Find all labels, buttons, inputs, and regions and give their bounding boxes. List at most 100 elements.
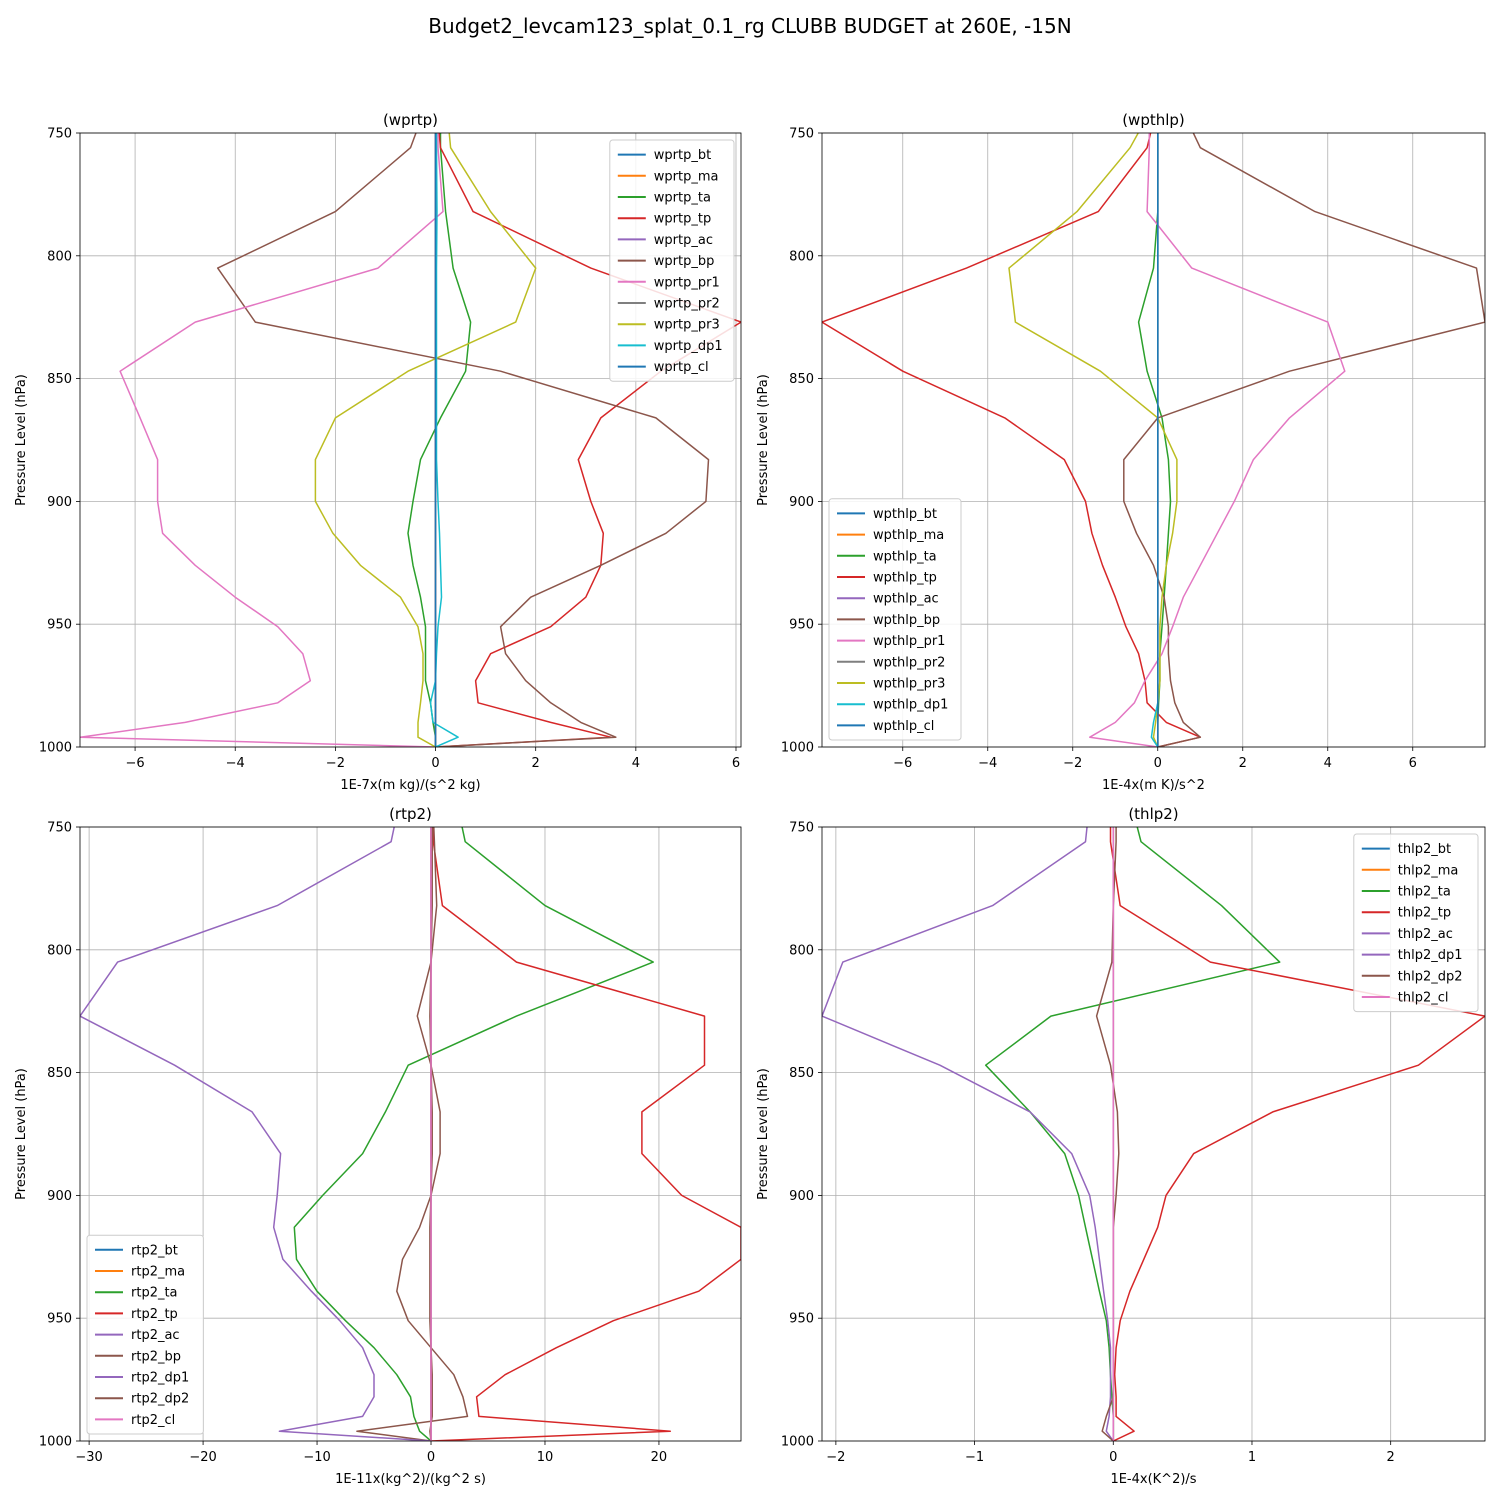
plot-frame — [821, 132, 1486, 748]
series-group — [822, 827, 1485, 1441]
y-tick-label: 750 — [47, 127, 72, 142]
legend-label: wprtp_ma — [654, 169, 719, 184]
series-line-wprtp_dp1 — [429, 133, 459, 747]
legend-label: wpthlp_cl — [873, 719, 934, 734]
legend-label: wpthlp_bt — [873, 507, 937, 522]
panel-2: −30 −20 −10 0 10 20 750 800 850 900 950 1000 (rtp2) 1… — [14, 805, 742, 1487]
legend-box — [86, 1234, 204, 1435]
x-axis-label: 1E-4x(K^2)/s — [1110, 1472, 1196, 1487]
series-line-wpthlp_bp — [1123, 133, 1485, 747]
y-tick-label: 900 — [789, 495, 814, 510]
y-tick-label: 1000 — [39, 1435, 72, 1450]
legend-label: rtp2_ma — [131, 1265, 185, 1280]
panel-1: −6 −4 −2 0 2 4 6 750 800 850 900 950 1000 (wpthlp) 1E-… — [756, 111, 1486, 793]
legend-label: thlp2_bt — [1398, 842, 1451, 857]
series-line-thlp2_tp — [1109, 827, 1485, 1441]
legend-label: rtp2_bt — [131, 1243, 178, 1258]
series-line-rtp2_ta — [293, 827, 654, 1441]
legend-label: thlp2_dp2 — [1398, 969, 1463, 984]
y-tick-label: 900 — [789, 1189, 814, 1204]
legend-label: wpthlp_pr2 — [873, 655, 945, 670]
figure-title: Budget2_levcam123_splat_0.1_rg CLUBB BUD… — [428, 14, 1072, 38]
series-line-wprtp_pr3 — [314, 133, 537, 747]
legend-label: thlp2_dp1 — [1398, 948, 1463, 963]
x-tick-label: 0 — [427, 1450, 435, 1465]
legend-label: rtp2_tp — [131, 1307, 178, 1322]
x-axis-label: 1E-7x(m kg)/(s^2 kg) — [340, 778, 480, 793]
legend-label: thlp2_tp — [1398, 906, 1451, 921]
series-group — [80, 827, 741, 1441]
legend-label: thlp2_ac — [1398, 927, 1453, 942]
legend-label: thlp2_cl — [1398, 991, 1449, 1006]
legend-box — [828, 498, 962, 741]
legend-label: wpthlp_pr3 — [873, 677, 945, 692]
legend-label: wprtp_dp1 — [654, 339, 723, 354]
series-line-wpthlp_ta — [1137, 133, 1172, 747]
x-tick-label: −20 — [189, 1450, 216, 1465]
legend-label: wpthlp_ma — [873, 528, 944, 543]
legend-label: wpthlp_ac — [873, 592, 939, 607]
y-tick-label: 850 — [789, 372, 814, 387]
y-axis-label: Pressure Level (hPa) — [14, 1068, 29, 1200]
legend-label: wpthlp_tp — [873, 571, 937, 586]
legend-label: rtp2_ac — [131, 1328, 180, 1343]
series-line-wpthlp_tp — [822, 133, 1202, 747]
y-axis-label: Pressure Level (hPa) — [14, 374, 29, 506]
y-tick-label: 800 — [789, 249, 814, 264]
series-group — [822, 133, 1485, 747]
plot-frame — [79, 826, 742, 1442]
legend-label: wprtp_bp — [654, 254, 715, 269]
x-tick-label: −6 — [125, 756, 144, 771]
y-tick-label: 950 — [789, 1312, 814, 1327]
legend-label: wpthlp_pr1 — [873, 634, 945, 649]
panel-0: −6 −4 −2 0 2 4 6 750 800 850 900 950 1000 (wprtp) 1E-7… — [14, 111, 742, 793]
x-axis-label: 1E-4x(m K)/s^2 — [1102, 778, 1205, 793]
legend-label: wprtp_pr3 — [654, 318, 720, 333]
panel-title: (rtp2) — [389, 805, 432, 823]
y-tick-label: 950 — [47, 618, 72, 633]
legend-label: wprtp_pr1 — [654, 275, 720, 290]
legend-label: wprtp_pr2 — [654, 297, 720, 312]
y-tick-label: 1000 — [781, 1435, 814, 1450]
legend: rtp2_bt rtp2_ma rtp2_ta rtp2_tp rtp2_ac rtp2_… — [86, 1234, 204, 1435]
y-tick-label: 850 — [47, 1066, 72, 1081]
series-group — [80, 133, 741, 747]
legend-label: rtp2_bp — [131, 1349, 181, 1364]
series-line-rtp2_tp — [430, 827, 741, 1441]
legend-box — [609, 139, 735, 382]
x-tick-label: 2 — [1239, 756, 1247, 771]
y-axis-label: Pressure Level (hPa) — [756, 374, 771, 506]
legend-label: wprtp_ta — [654, 191, 711, 206]
plot-frame — [821, 826, 1486, 1442]
y-tick-label: 800 — [789, 943, 814, 958]
x-tick-label: −2 — [826, 1450, 845, 1465]
legend: thlp2_bt thlp2_ma thlp2_ta thlp2_tp thlp2_ac… — [1353, 833, 1479, 1013]
x-tick-label: 4 — [632, 756, 640, 771]
legend: wpthlp_bt wpthlp_ma wpthlp_ta wpthlp_tpwpth… — [828, 498, 962, 741]
x-tick-label: 2 — [532, 756, 540, 771]
legend-label: wprtp_tp — [654, 212, 711, 227]
x-tick-label: −4 — [978, 756, 997, 771]
legend-label: rtp2_dp1 — [131, 1371, 189, 1386]
legend-label: wpthlp_ta — [873, 549, 937, 564]
y-tick-label: 950 — [789, 618, 814, 633]
panel-3: −2 −1 0 1 2 750 800 850 900 950 1000 (thlp2) 1E-4x(K… — [756, 805, 1486, 1487]
series-line-thlp2_ta — [984, 827, 1281, 1441]
x-tick-label: 20 — [651, 1450, 668, 1465]
y-tick-label: 900 — [47, 1189, 72, 1204]
legend-label: rtp2_dp2 — [131, 1392, 189, 1407]
series-line-rtp2_dp1 — [80, 827, 432, 1441]
y-tick-label: 800 — [47, 249, 72, 264]
y-tick-label: 950 — [47, 1312, 72, 1327]
legend-label: wprtp_ac — [654, 233, 713, 248]
y-tick-label: 800 — [47, 943, 72, 958]
x-tick-label: −2 — [1063, 756, 1082, 771]
x-tick-label: −1 — [965, 1450, 984, 1465]
y-tick-label: 850 — [789, 1066, 814, 1081]
series-line-wprtp_tp — [435, 133, 741, 747]
y-tick-label: 750 — [789, 821, 814, 836]
plot-frame — [79, 132, 742, 748]
x-tick-label: 6 — [1409, 756, 1417, 771]
x-tick-label: 2 — [1387, 1450, 1395, 1465]
